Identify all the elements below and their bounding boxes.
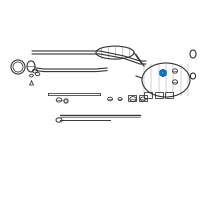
Polygon shape — [160, 69, 166, 77]
